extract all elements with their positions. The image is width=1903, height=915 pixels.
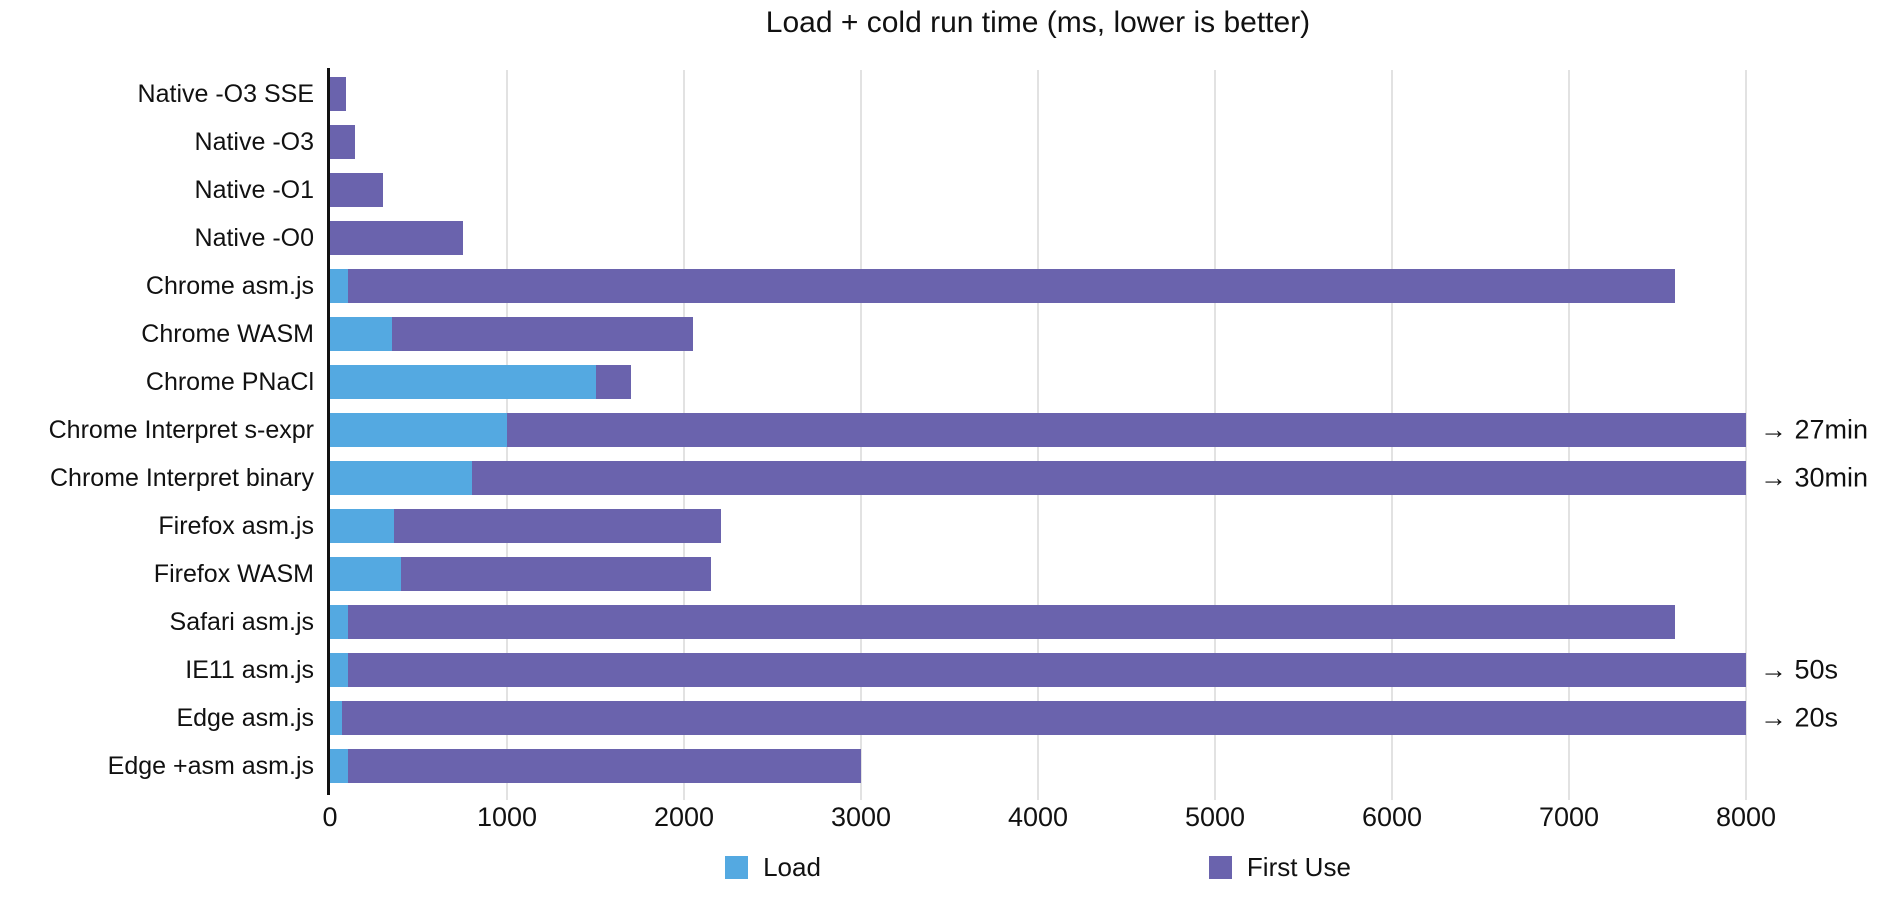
- category-label: Edge +asm asm.js: [107, 751, 314, 780]
- x-tick-label: 6000: [1361, 802, 1423, 832]
- category-label: Firefox WASM: [153, 559, 314, 588]
- bar-segment-first-use: [347, 653, 1746, 687]
- bar-row: [330, 358, 1746, 406]
- bar-row: → 20s: [330, 694, 1838, 742]
- bar-row: [330, 166, 1746, 214]
- bar-row: [330, 598, 1746, 646]
- legend: Load First Use: [330, 852, 1746, 883]
- bar-row: [330, 502, 1746, 550]
- bar-segment-first-use: [347, 269, 1676, 303]
- bar-row: [330, 262, 1746, 310]
- bar-annotation: → 27min: [1760, 414, 1869, 445]
- category-label: Native -O3 SSE: [137, 79, 314, 108]
- category-label: Chrome WASM: [141, 319, 314, 348]
- bar-row: [330, 310, 1746, 358]
- bar-row: → 30min: [330, 454, 1868, 502]
- bar-rows: → 27min → 30min → 50s → 20s: [330, 70, 1868, 790]
- bar-annotation: → 20s: [1760, 702, 1839, 733]
- bar-row: [330, 118, 1746, 166]
- bar-segment-load: [330, 269, 348, 303]
- bar-segment-first-use: [393, 509, 722, 543]
- category-label: Native -O0: [194, 223, 314, 252]
- category-label: Chrome Interpret binary: [49, 463, 314, 492]
- gridline: [1745, 70, 1747, 800]
- category-label: Chrome Interpret s-expr: [48, 415, 314, 444]
- x-axis: 0 1000 2000 3000 4000 5000 6000 7000 8000: [322, 790, 1776, 840]
- x-tick-label: 2000: [653, 802, 715, 832]
- category-label: Safari asm.js: [169, 607, 314, 636]
- x-tick-label: 0: [322, 802, 338, 832]
- chart-title: Load + cold run time (ms, lower is bette…: [765, 6, 1311, 39]
- category-label: Chrome asm.js: [145, 271, 314, 300]
- bar-segment-first-use: [471, 461, 1746, 495]
- legend-label-first-use: First Use: [1246, 852, 1351, 882]
- category-label: Native -O1: [194, 175, 314, 204]
- bar-segment-load: [330, 605, 348, 639]
- bar-segment-load: [330, 653, 348, 687]
- bar-row: [330, 70, 1746, 118]
- bar-segment-load: [330, 509, 394, 543]
- legend-item-load: Load: [725, 852, 821, 883]
- bar-segment-first-use: [347, 605, 1676, 639]
- bar-row: → 50s: [330, 646, 1838, 694]
- bar-annotation: → 30min: [1760, 462, 1869, 493]
- bar-segment-load: [330, 317, 392, 351]
- legend-item-first-use: First Use: [1208, 852, 1351, 883]
- load-swatch-icon: [725, 856, 749, 879]
- bar-segment-load: [330, 461, 472, 495]
- category-label: Chrome PNaCl: [145, 367, 314, 396]
- category-labels: Native -O3 SSE Native -O3 Native -O1 Native…: [0, 70, 314, 790]
- bar-segment-first-use: [330, 173, 384, 207]
- bar-segment-load: [330, 701, 343, 735]
- bar-segment-first-use: [330, 221, 463, 255]
- x-tick-label: 1000: [476, 802, 538, 832]
- bar-segment-first-use: [330, 125, 355, 159]
- category-label: Native -O3: [194, 127, 314, 156]
- y-axis-line: [327, 68, 330, 795]
- bar-segment-load: [330, 365, 596, 399]
- bar-segment-load: [330, 557, 401, 591]
- category-label: IE11 asm.js: [185, 655, 314, 684]
- x-tick-label: 3000: [830, 802, 892, 832]
- first-use-swatch-icon: [1208, 856, 1232, 879]
- bar-segment-first-use: [342, 701, 1746, 735]
- legend-label-load: Load: [763, 852, 821, 882]
- x-tick-label: 7000: [1538, 802, 1600, 832]
- bar-segment-first-use: [391, 317, 693, 351]
- bar-segment-first-use: [330, 77, 346, 111]
- bar-segment-load: [330, 749, 348, 783]
- bar-segment-first-use: [400, 557, 711, 591]
- x-tick-label: 5000: [1184, 802, 1246, 832]
- x-tick-label: 8000: [1715, 802, 1777, 832]
- bar-annotation: → 50s: [1760, 654, 1839, 685]
- x-tick-label: 4000: [1007, 802, 1069, 832]
- bar-segment-first-use: [507, 413, 1746, 447]
- bar-segment-first-use: [347, 749, 861, 783]
- bar-row: [330, 550, 1746, 598]
- plot-area: → 27min → 30min → 50s → 20s: [327, 68, 1868, 800]
- category-label: Edge asm.js: [176, 703, 314, 732]
- bar-segment-first-use: [595, 365, 631, 399]
- category-label: Firefox asm.js: [158, 511, 314, 540]
- bar-row: [330, 214, 1746, 262]
- bar-row: [330, 742, 1746, 790]
- bar-segment-load: [330, 413, 507, 447]
- bar-row: → 27min: [330, 406, 1868, 454]
- chart-body: Native -O3 SSE Native -O3 Native -O1 Native…: [0, 68, 1903, 800]
